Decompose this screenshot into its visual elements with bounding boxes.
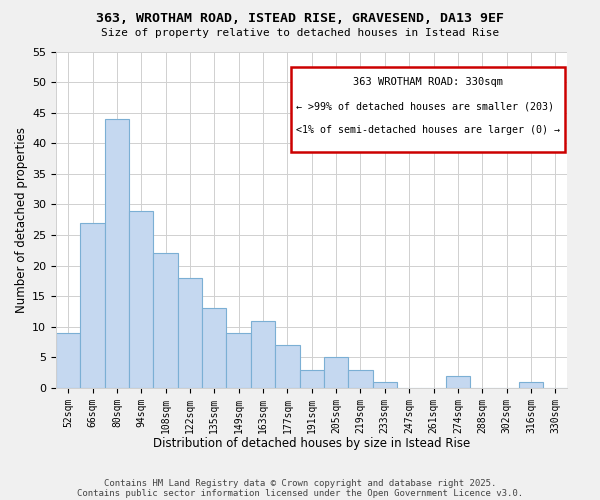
Bar bbox=[324, 358, 348, 388]
Text: <1% of semi-detached houses are larger (0) →: <1% of semi-detached houses are larger (… bbox=[296, 126, 560, 136]
Text: Contains HM Land Registry data © Crown copyright and database right 2025.: Contains HM Land Registry data © Crown c… bbox=[104, 478, 496, 488]
Text: Size of property relative to detached houses in Istead Rise: Size of property relative to detached ho… bbox=[101, 28, 499, 38]
Bar bbox=[275, 345, 299, 388]
Text: 363, WROTHAM ROAD, ISTEAD RISE, GRAVESEND, DA13 9EF: 363, WROTHAM ROAD, ISTEAD RISE, GRAVESEN… bbox=[96, 12, 504, 26]
Y-axis label: Number of detached properties: Number of detached properties bbox=[15, 126, 28, 312]
FancyBboxPatch shape bbox=[291, 66, 565, 152]
Bar bbox=[202, 308, 226, 388]
Bar bbox=[373, 382, 397, 388]
Bar bbox=[446, 376, 470, 388]
Bar bbox=[80, 222, 105, 388]
Bar bbox=[129, 210, 154, 388]
Bar bbox=[519, 382, 543, 388]
Bar bbox=[348, 370, 373, 388]
Bar bbox=[251, 320, 275, 388]
X-axis label: Distribution of detached houses by size in Istead Rise: Distribution of detached houses by size … bbox=[153, 437, 470, 450]
Bar bbox=[299, 370, 324, 388]
Bar bbox=[226, 333, 251, 388]
Text: Contains public sector information licensed under the Open Government Licence v3: Contains public sector information licen… bbox=[77, 488, 523, 498]
Bar bbox=[56, 333, 80, 388]
Bar bbox=[154, 254, 178, 388]
Bar bbox=[105, 119, 129, 388]
Text: ← >99% of detached houses are smaller (203): ← >99% of detached houses are smaller (2… bbox=[296, 102, 554, 112]
Bar bbox=[178, 278, 202, 388]
Text: 363 WROTHAM ROAD: 330sqm: 363 WROTHAM ROAD: 330sqm bbox=[353, 76, 503, 86]
